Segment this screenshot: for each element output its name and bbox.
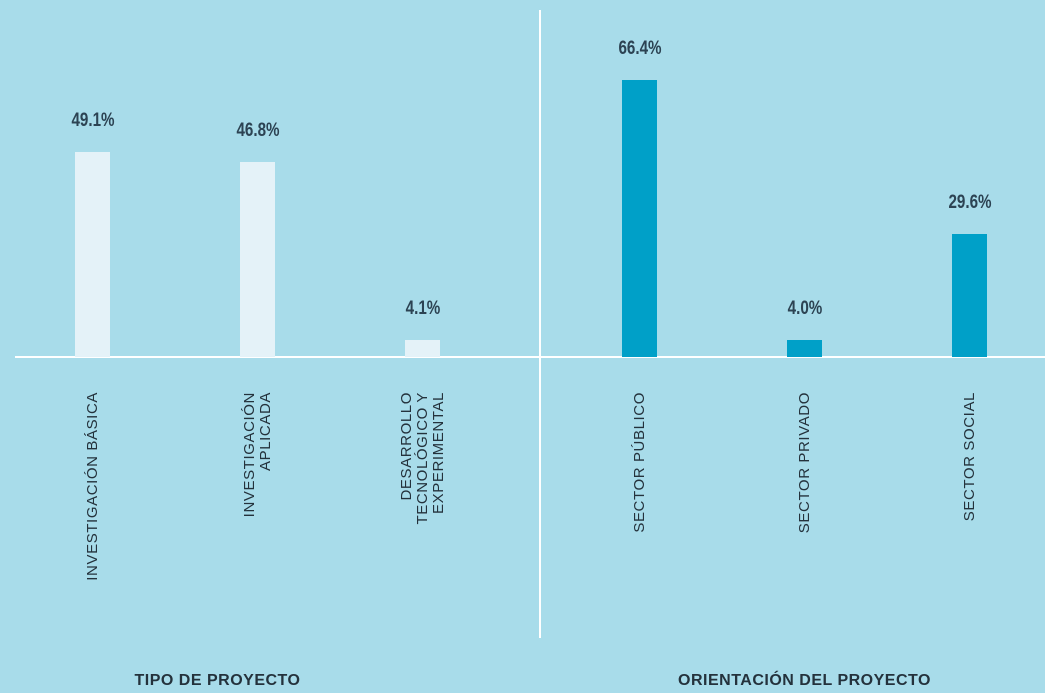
value-label: 4.0%	[787, 298, 822, 320]
x-tick-label: INVESTIGACIÓN APLICADA	[240, 392, 274, 518]
x-tick-label: INVESTIGACIÓN BÁSICA	[83, 392, 101, 581]
x-axis-label: TIPO DE PROYECTO	[134, 672, 301, 689]
bar	[405, 339, 440, 357]
value-label: 66.4%	[617, 38, 662, 59]
x-tick-label: SECTOR PRIVADO	[795, 392, 813, 534]
value-label: 46.8%	[235, 119, 280, 141]
bar	[240, 161, 275, 357]
x-tick-label: SECTOR PÚBLICO	[630, 392, 648, 533]
bar	[622, 80, 657, 357]
divider	[539, 10, 541, 638]
bar	[75, 152, 110, 357]
x-tick-label: SECTOR SOCIAL	[960, 392, 978, 522]
value-label: 49.1%	[70, 110, 115, 132]
x-tick-label: DESARROLLO TECNOLÓGICO Y EXPERIMENTAL	[397, 392, 447, 525]
value-label: 29.6%	[947, 191, 992, 213]
x-axis-label: ORIENTACIÓN DEL PROYECTO	[678, 672, 931, 689]
baseline	[15, 356, 1045, 358]
bar	[952, 233, 987, 357]
bar	[787, 340, 822, 357]
value-label: 4.1%	[405, 297, 440, 319]
